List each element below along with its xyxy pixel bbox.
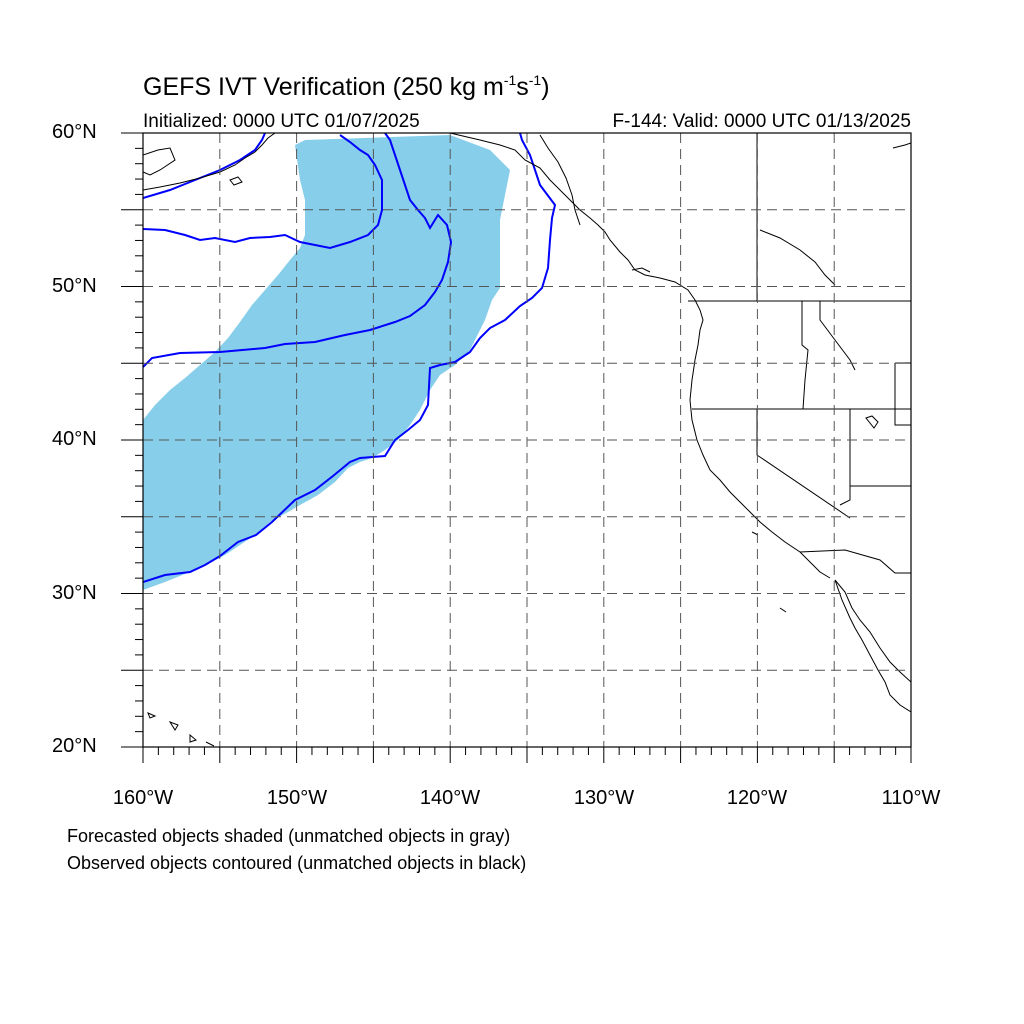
- map-title: GEFS IVT Verification (250 kg m-1s-1): [143, 72, 550, 101]
- political-borders: [688, 133, 911, 574]
- forecast-ivt-object: [143, 135, 510, 590]
- observed-contour-alaska: [143, 133, 266, 199]
- lat-label-60n: 60°N: [52, 121, 97, 143]
- map-gridlines: [143, 133, 911, 747]
- init-time-label: Initialized: 0000 UTC 01/07/2025: [143, 111, 420, 132]
- lat-label-30n: 30°N: [52, 582, 97, 604]
- legend-note-observed: Observed objects contoured (unmatched ob…: [67, 853, 527, 873]
- observed-contour-northern: [143, 134, 383, 250]
- legend-note-forecast: Forecasted objects shaded (unmatched obj…: [67, 826, 511, 846]
- valid-time-label: F-144: Valid: 0000 UTC 01/13/2025: [612, 111, 911, 132]
- axis-ticks: [121, 132, 912, 763]
- coastlines: [143, 133, 911, 747]
- lon-label-150w: 150°W: [266, 787, 328, 809]
- lon-label-160w: 160°W: [112, 787, 174, 809]
- lat-label-20n: 20°N: [52, 735, 97, 757]
- observed-contour-inner: [143, 133, 453, 368]
- lon-label-140w: 140°W: [419, 787, 481, 809]
- lon-label-120w: 120°W: [726, 787, 788, 809]
- lon-label-130w: 130°W: [573, 787, 635, 809]
- lat-label-40n: 40°N: [52, 428, 97, 450]
- observed-contour-main: [143, 133, 557, 583]
- lat-label-50n: 50°N: [52, 275, 97, 297]
- lon-label-110w: 110°W: [881, 787, 941, 809]
